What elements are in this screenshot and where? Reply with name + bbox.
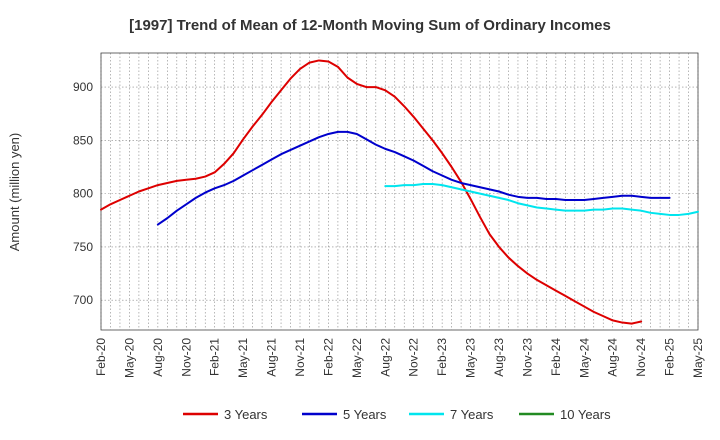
x-tick-label: May-24 <box>577 338 591 378</box>
x-tick-label: Aug-21 <box>265 338 279 377</box>
x-tick-label: Aug-23 <box>492 338 506 377</box>
y-tick-label: 800 <box>73 187 93 201</box>
x-tick-label: Feb-23 <box>435 338 449 376</box>
series-group <box>100 59 699 325</box>
series-line-7-years <box>384 183 699 216</box>
series-line-5-years <box>156 130 671 226</box>
x-tick-label: Feb-22 <box>321 338 335 376</box>
x-axis-ticks: Feb-20 May-20 Aug-20 Nov-20 Feb-21 May-21 Aug-… <box>94 338 705 378</box>
x-tick-label: Feb-21 <box>208 338 222 376</box>
x-tick-label: Nov-20 <box>179 338 193 377</box>
x-tick-label: Aug-24 <box>606 338 620 377</box>
y-tick-label: 850 <box>73 133 93 147</box>
plot-grid <box>100 52 699 331</box>
x-tick-label: Aug-22 <box>378 338 392 377</box>
legend: 3 Years 5 Years 7 Years 10 Years <box>183 407 611 422</box>
x-tick-label: Feb-25 <box>663 338 677 376</box>
x-tick-label: Nov-24 <box>634 338 648 377</box>
series-line-3-years <box>100 59 643 325</box>
y-axis-ticks: 700 750 800 850 900 <box>73 80 93 307</box>
y-tick-label: 900 <box>73 80 93 94</box>
y-tick-label: 750 <box>73 240 93 254</box>
x-tick-label: Feb-24 <box>549 338 563 376</box>
x-tick-label: May-20 <box>122 338 136 378</box>
x-tick-label: Nov-21 <box>293 338 307 377</box>
x-tick-label: Nov-22 <box>407 338 421 377</box>
x-tick-label: May-25 <box>691 338 705 378</box>
x-tick-label: May-23 <box>464 338 478 378</box>
y-axis-label: Amount (million yen) <box>7 133 22 252</box>
legend-label: 5 Years <box>343 407 387 422</box>
legend-label: 3 Years <box>224 407 268 422</box>
x-tick-label: Nov-23 <box>520 338 534 377</box>
legend-label: 7 Years <box>450 407 494 422</box>
chart-title: [1997] Trend of Mean of 12-Month Moving … <box>129 17 611 34</box>
legend-label: 10 Years <box>560 407 611 422</box>
x-tick-label: May-21 <box>236 338 250 378</box>
x-tick-label: May-22 <box>350 338 364 378</box>
y-tick-label: 700 <box>73 293 93 307</box>
x-tick-label: Aug-20 <box>151 338 165 377</box>
plot-frame <box>100 52 699 331</box>
x-tick-label: Feb-20 <box>94 338 108 376</box>
